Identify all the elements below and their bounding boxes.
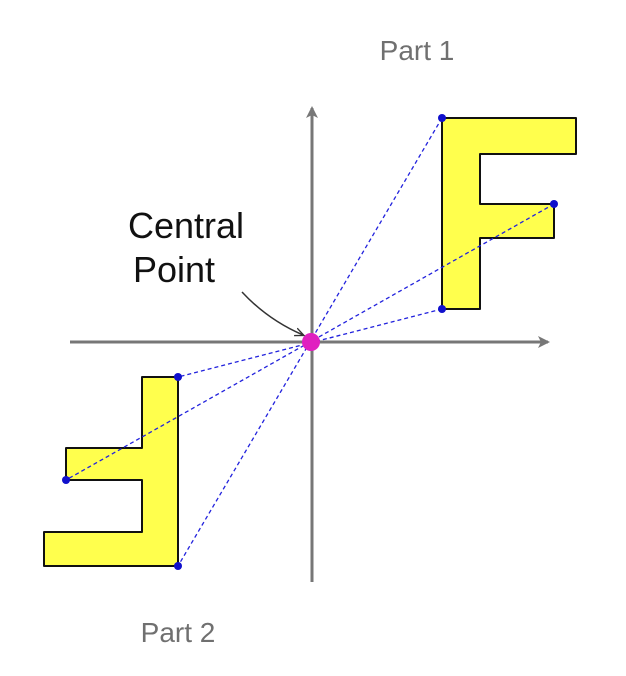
label-part-1: Part 1 [380,35,455,66]
vertex-dot [438,114,446,122]
label-part-2: Part 2 [141,617,216,648]
vertex-dot [174,373,182,381]
central-point-dot [302,333,320,351]
label-central-line-1: Central [128,205,244,246]
vertex-dot [438,305,446,313]
vertex-dot [550,200,558,208]
label-central-line-2: Point [133,249,215,290]
vertex-dot [62,476,70,484]
vertex-dot [174,562,182,570]
callout-arrow [241,291,303,335]
shape-part-1 [441,117,577,310]
vertex-dots [62,114,558,570]
shape-part-2 [43,376,179,567]
